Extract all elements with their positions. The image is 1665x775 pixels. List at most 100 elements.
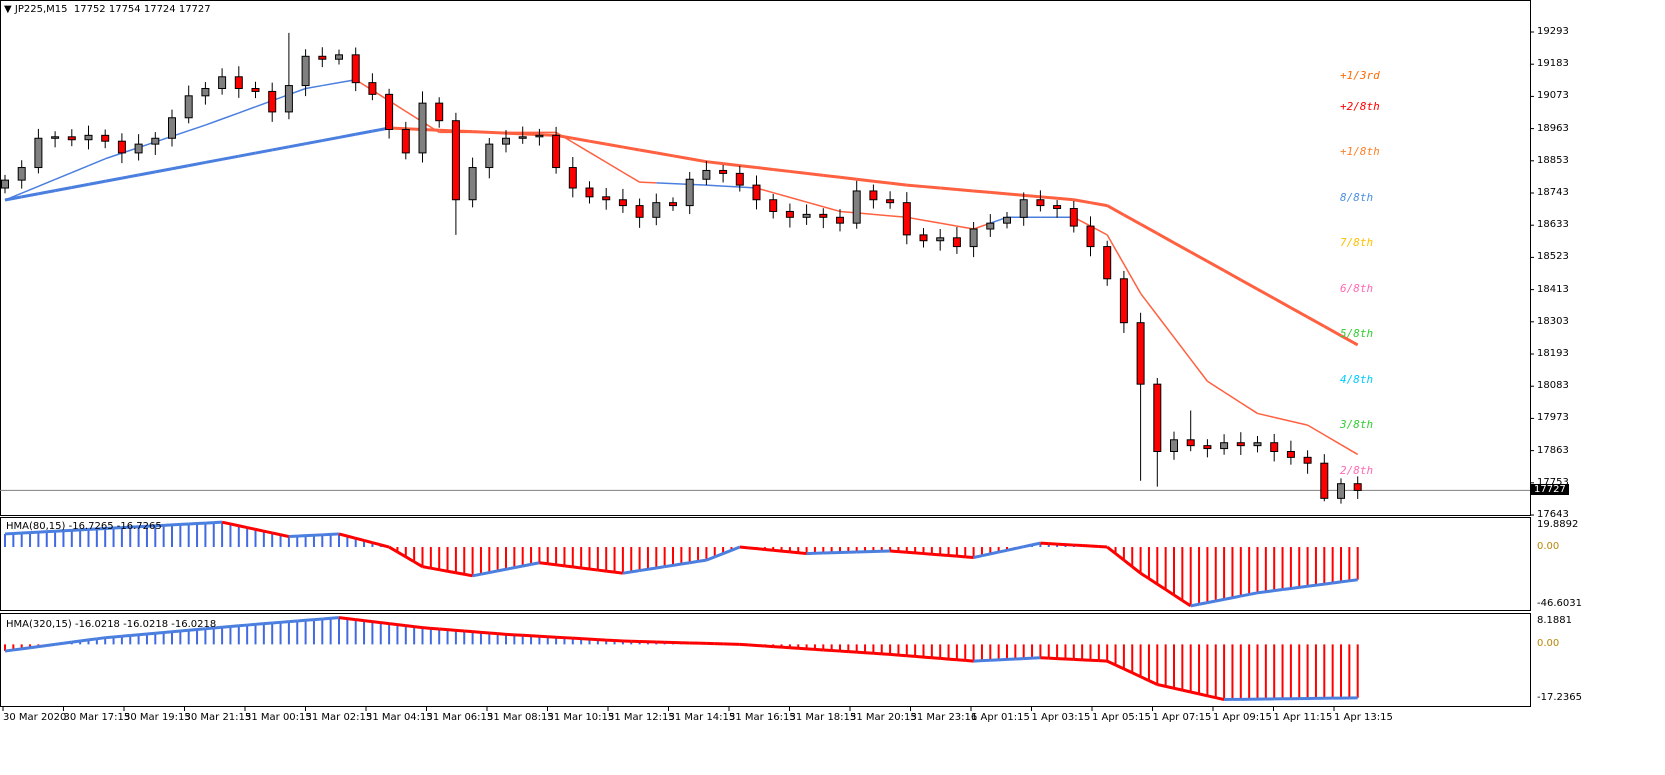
bull-candle (969, 228, 978, 248)
hma2-line-segment (739, 642, 749, 647)
bear-candle (1136, 322, 1145, 385)
time-label: 1 Apr 09:15 (1213, 712, 1272, 723)
hma2-line-segment (1190, 690, 1200, 696)
bull-candle (1337, 483, 1345, 499)
hma1-line-segment (764, 547, 774, 552)
hma2-line-segment (79, 638, 89, 643)
fast-ma-segment (605, 161, 624, 173)
hma1-line-segment (572, 565, 582, 570)
time-label: 30 Mar 19:15 (124, 712, 191, 723)
slow-ma-segment (672, 154, 690, 161)
hma1-line-segment (1307, 583, 1317, 588)
time-label: 31 Mar 16:15 (729, 712, 796, 723)
fast-ma-segment (38, 178, 56, 187)
fast-ma-segment (1106, 234, 1125, 265)
bull-candle (852, 190, 861, 224)
hma1-line-segment (280, 533, 290, 539)
hma1-line-segment (989, 550, 999, 556)
hma1-line-segment (915, 551, 924, 556)
hma1-line-segment (422, 565, 432, 570)
hma1-axis-max: 19.8892 (1537, 519, 1579, 530)
hma2-line-segment (4, 648, 14, 653)
slow-ma-segment (990, 190, 1008, 196)
murrey-level-label: +2/8th (1340, 100, 1380, 113)
hma2-line-segment (965, 658, 974, 663)
bull-candle (1170, 439, 1178, 452)
hma2-line-segment (764, 644, 774, 649)
hma2-line-segment (363, 619, 373, 624)
hma2-line-segment (1106, 659, 1117, 667)
hma2-line-segment (923, 655, 932, 660)
fast-ma-segment (1307, 424, 1325, 436)
hma1-line-segment (1114, 552, 1125, 562)
price-tick-label: 17753 (1537, 476, 1569, 488)
hma1-line-segment (530, 561, 540, 566)
hma2-line-segment (105, 635, 114, 640)
murrey-level-label: 6/8th (1340, 282, 1374, 295)
hma2-line-segment (1123, 667, 1133, 675)
bear-candle (401, 128, 410, 154)
fast-ma-segment (873, 213, 891, 217)
bull-candle (986, 222, 995, 230)
slow-ma-segment (956, 187, 974, 193)
hma1-line-segment (748, 546, 757, 551)
slow-ma-segment (1106, 204, 1125, 217)
fast-ma-segment (923, 219, 941, 224)
bear-candle (1069, 208, 1078, 227)
bear-candle (451, 120, 460, 201)
hma2-line-segment (180, 628, 189, 633)
hma1-line-segment (1215, 597, 1225, 603)
slow-ma-segment (355, 129, 373, 136)
hma1-line-segment (1190, 602, 1200, 608)
hma1-line-segment (1031, 541, 1041, 547)
slow-ma-segment (1323, 325, 1342, 337)
fast-ma-segment (789, 196, 807, 203)
bear-candle (1353, 483, 1362, 491)
hma1-line-segment (714, 552, 724, 559)
hma1-line-segment (689, 559, 699, 565)
hma2-line-segment (221, 625, 231, 629)
hma2-axis-min: -17.2365 (1537, 692, 1582, 703)
slow-ma-segment (873, 179, 891, 185)
hma2-line-segment (1114, 663, 1125, 671)
bear-candle (1303, 456, 1312, 464)
murrey-level-label: +1/3rd (1340, 69, 1380, 82)
murrey-level-label: 2/8th (1340, 464, 1374, 477)
fast-ma-segment (589, 151, 607, 163)
hma2-line-segment (1156, 683, 1166, 688)
hma1-line-segment (255, 527, 265, 533)
hma1-line-segment (547, 562, 557, 567)
hma2-line-segment (889, 652, 899, 657)
price-tick-label: 18413 (1537, 283, 1569, 295)
hma1-line-segment (1139, 571, 1150, 580)
hma1-line-segment (631, 569, 640, 574)
hma2-line-segment (956, 658, 966, 662)
hma1-line-segment (773, 548, 782, 553)
bull-candle (518, 136, 527, 139)
hma1-line-segment (1282, 586, 1292, 592)
slow-ma-segment (923, 185, 941, 190)
hma1-line-segment (1265, 589, 1275, 594)
fast-ma-segment (104, 152, 123, 160)
bear-candle (919, 234, 928, 242)
slow-ma-segment (756, 166, 774, 171)
slow-ma-segment (940, 186, 958, 191)
hma1-line-segment (1232, 594, 1242, 600)
bull-candle (1, 179, 9, 189)
time-label: 31 Mar 06:15 (426, 712, 494, 723)
price-tick-label: 17863 (1537, 444, 1569, 456)
slow-ma-segment (1173, 241, 1192, 254)
hma2-line-segment (413, 625, 423, 630)
hma1-line-segment (455, 571, 465, 576)
dropdown-triangle-icon[interactable]: ▼ (4, 4, 12, 15)
hma1-line-segment (221, 520, 231, 526)
slow-ma-segment (973, 189, 991, 194)
slow-ma-segment (338, 132, 356, 139)
hma2-line-segment (29, 645, 39, 650)
slow-ma-segment (1056, 196, 1074, 202)
time-label: 31 Mar 18:15 (789, 712, 857, 723)
bull-candle (685, 178, 694, 207)
hma1-line-segment (1274, 588, 1283, 593)
